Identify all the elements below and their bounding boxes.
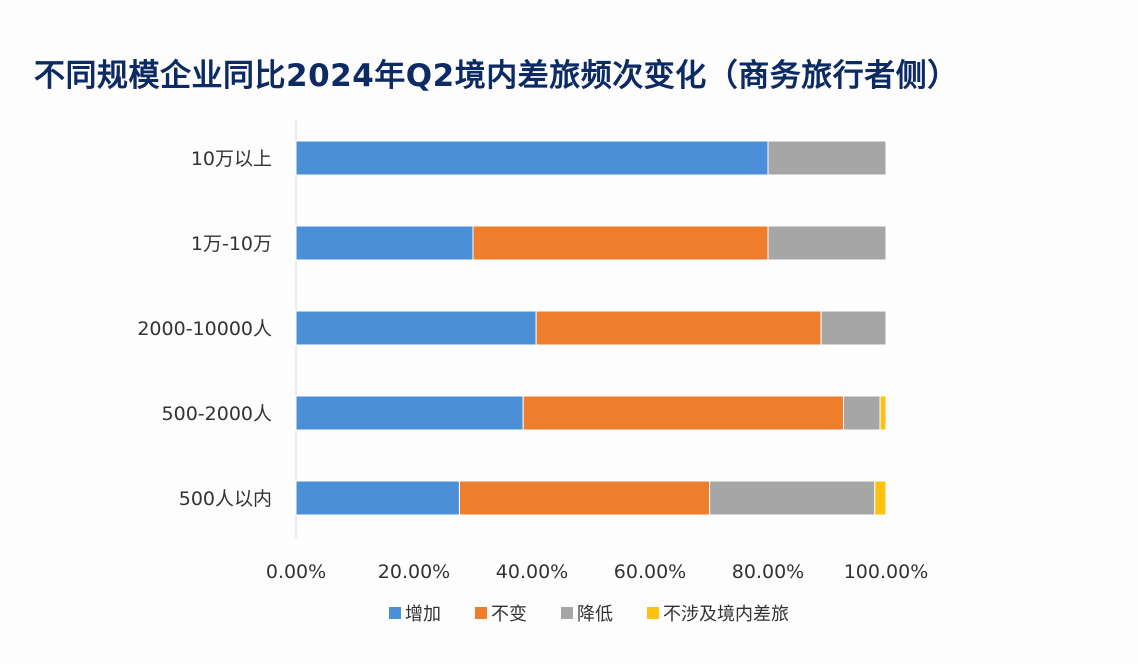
bar-segment-3 [767,140,887,176]
bar-segment-1 [295,480,460,516]
bar-segment-2 [535,310,822,346]
bar-segment-3 [843,395,881,431]
legend-item: 降低 [561,604,613,625]
legend-label: 不变 [491,604,527,625]
category-label: 500人以内 [179,488,272,510]
bar-segment-1 [295,140,769,176]
x-tick-label: 60.00% [614,561,686,583]
bar-segment-1 [295,395,524,431]
legend-label: 增加 [405,604,441,625]
legend-swatch [561,607,573,619]
bar-segment-4 [874,480,887,516]
bar-segment-3 [820,310,887,346]
bar-segment-3 [767,225,887,261]
category-label: 500-2000人 [162,403,272,425]
legend-item: 不涉及境内差旅 [647,604,789,625]
bar-segment-4 [879,395,887,431]
x-tick-label: 0.00% [266,561,326,583]
legend-swatch [389,607,401,619]
legend-item: 增加 [389,604,441,625]
category-label: 1万-10万 [191,233,272,255]
bar-segment-1 [295,225,474,261]
legend-label: 降低 [577,604,613,625]
bar-segment-1 [295,310,537,346]
bar-segment-2 [472,225,769,261]
chart-title: 不同规模企业同比2024年Q2境内差旅频次变化（商务旅行者侧） [34,58,959,94]
x-tick-label: 80.00% [732,561,804,583]
bar-segment-3 [709,480,876,516]
x-tick-label: 40.00% [496,561,568,583]
legend-swatch [475,607,487,619]
category-label: 10万以上 [191,148,272,170]
legend-swatch [647,607,659,619]
x-tick-label: 100.00% [844,561,929,583]
legend-item: 不变 [475,604,527,625]
category-label: 2000-10000人 [137,318,272,340]
x-tick-label: 20.00% [378,561,450,583]
legend-label: 不涉及境内差旅 [663,604,789,625]
bar-segment-2 [458,480,711,516]
bar-segment-2 [522,395,845,431]
